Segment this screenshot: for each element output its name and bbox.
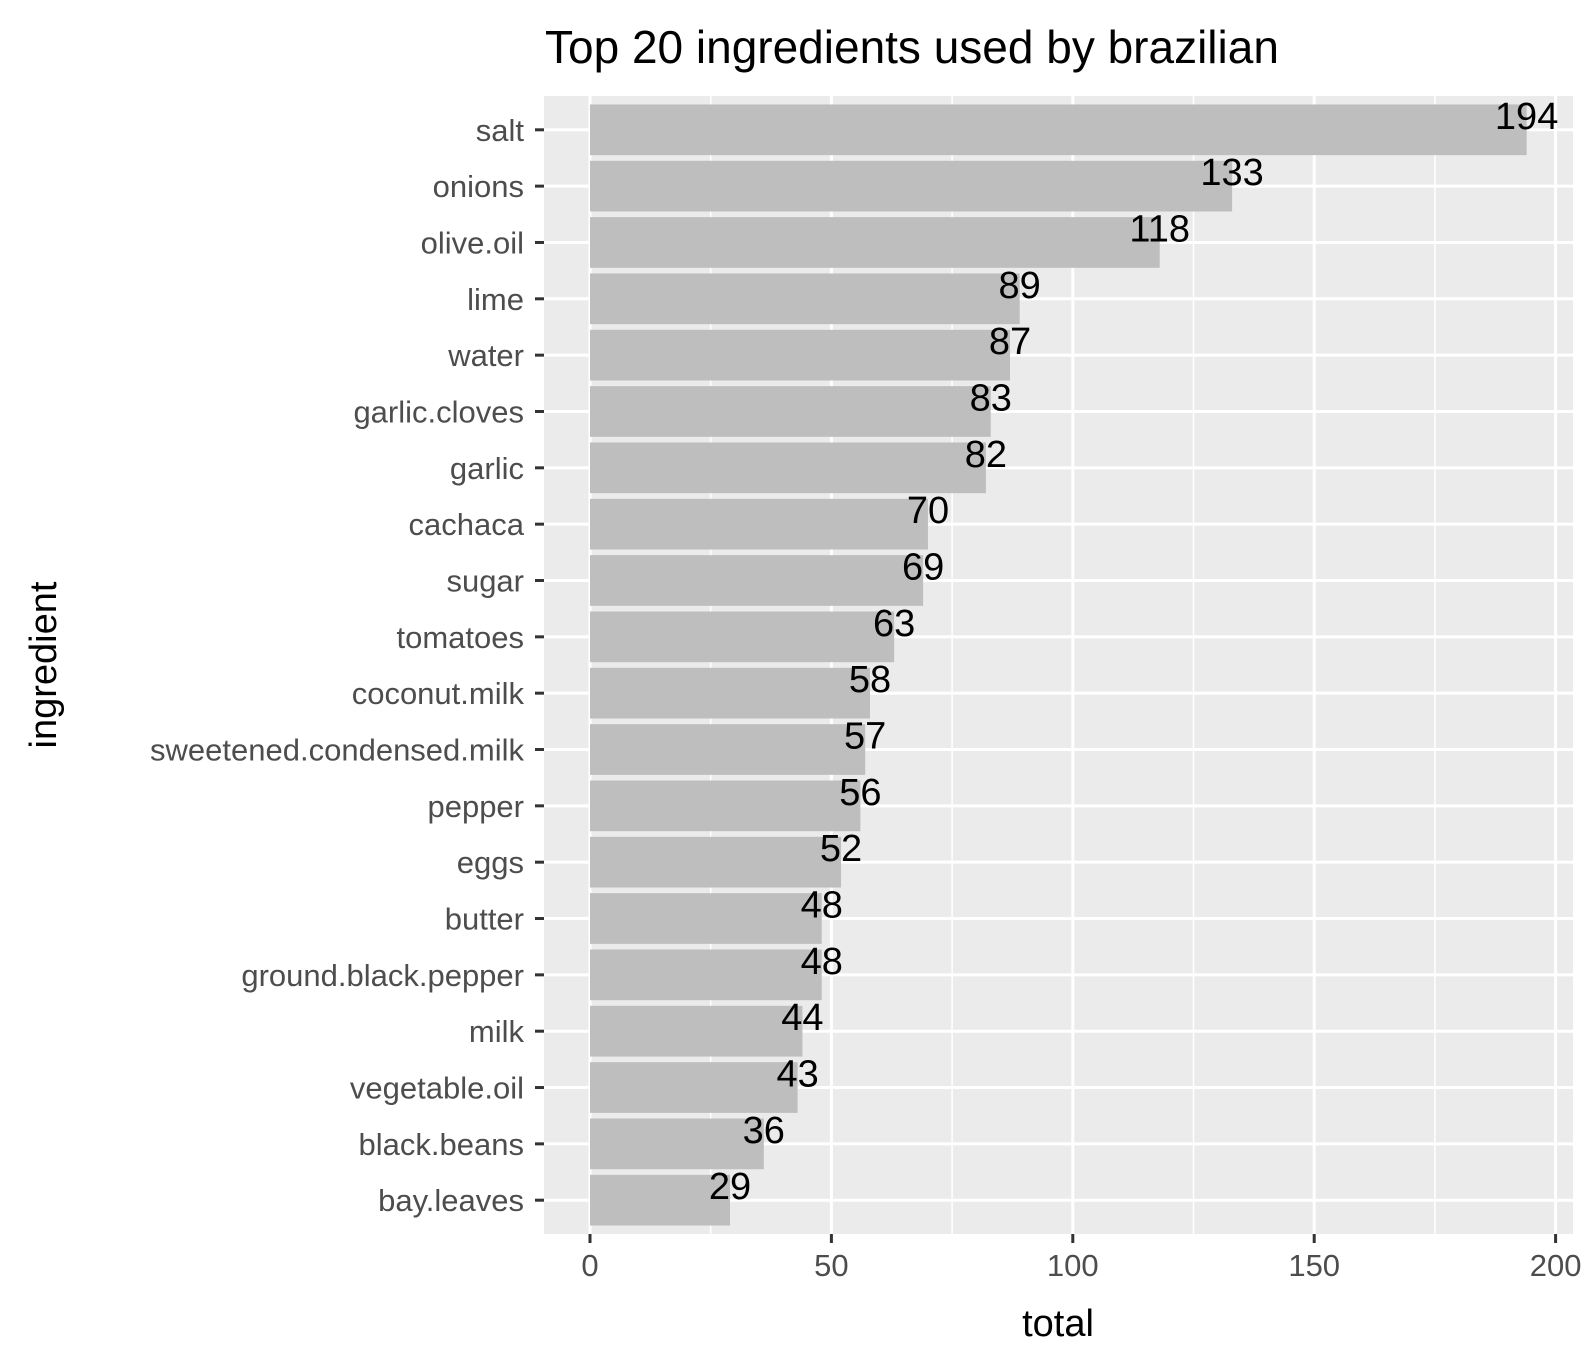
bar-water (590, 329, 1011, 381)
y-axis-title: ingredient (23, 581, 65, 748)
x-axis-title: total (1022, 1303, 1094, 1345)
y-tick-label: sweetened.condensed.milk (150, 733, 524, 768)
bar-vegetable.oil (590, 1062, 798, 1113)
y-tick-label: cachaca (409, 507, 525, 542)
bar-black.beans (590, 1118, 764, 1170)
bar-sugar (590, 555, 924, 606)
bar-ground.black.pepper (590, 949, 822, 1001)
bars (590, 104, 1527, 1226)
y-tick-label: garlic (450, 451, 524, 486)
y-axis: salt onions olive.oil lime water garlic.clove… (150, 113, 544, 1218)
x-axis: 0 50 100 150 200 (581, 1234, 1581, 1283)
bar-coconut.milk (590, 667, 871, 719)
bar-lime (590, 273, 1020, 325)
y-tick-label: vegetable.oil (350, 1071, 524, 1106)
y-tick-label: butter (445, 902, 524, 937)
y-tick-label: eggs (457, 845, 524, 880)
y-tick-label: salt (476, 113, 525, 148)
y-tick-label: onions (433, 169, 524, 204)
data-label: 29 (709, 1166, 751, 1208)
data-label: 89 (999, 265, 1041, 307)
bar-milk (590, 1005, 803, 1057)
data-label: 82 (965, 434, 1007, 476)
x-tick-label: 0 (581, 1248, 598, 1283)
y-tick-label: black.beans (359, 1127, 524, 1162)
data-label: 48 (801, 885, 843, 927)
data-label: 133 (1200, 152, 1263, 194)
chart-title: Top 20 ingredients used by brazilian (545, 21, 1279, 73)
y-tick-label: water (447, 338, 524, 373)
x-tick-label: 50 (814, 1248, 848, 1283)
data-label: 58 (849, 659, 891, 701)
bar-bay.leaves (590, 1174, 731, 1226)
data-label: 52 (820, 828, 862, 870)
data-label: 48 (801, 941, 843, 983)
data-label: 194 (1495, 96, 1558, 138)
data-label: 36 (743, 1110, 785, 1152)
data-label: 63 (873, 603, 915, 645)
y-tick-label: garlic.cloves (353, 394, 524, 429)
bar-cachaca (590, 498, 928, 550)
data-label: 83 (970, 377, 1012, 419)
data-label: 118 (1129, 208, 1190, 250)
data-label: 70 (907, 490, 949, 532)
bar-garlic (590, 442, 986, 494)
data-label: 87 (989, 321, 1031, 363)
data-label: 43 (776, 1054, 818, 1096)
data-label: 44 (781, 997, 823, 1039)
x-tick-label: 150 (1288, 1248, 1340, 1283)
y-tick-label: coconut.milk (352, 676, 525, 711)
bar-butter (590, 893, 822, 944)
bar-onions (590, 160, 1233, 212)
y-tick-label: milk (469, 1014, 525, 1049)
bar-pepper (590, 780, 861, 832)
y-tick-label: tomatoes (396, 620, 524, 655)
data-label: 69 (902, 546, 944, 588)
y-tick-label: bay.leaves (378, 1183, 524, 1218)
y-tick-label: ground.black.pepper (241, 958, 524, 993)
x-tick-label: 200 (1530, 1248, 1582, 1283)
bar-olive.oil (590, 217, 1160, 268)
data-label: 57 (844, 716, 886, 758)
y-tick-label: olive.oil (421, 225, 524, 260)
bar-eggs (590, 836, 842, 888)
bar-garlic.cloves (590, 386, 991, 437)
bar-sweetened.condensed.milk (590, 724, 866, 775)
bar-salt (590, 104, 1527, 156)
y-tick-label: lime (467, 282, 524, 317)
y-tick-label: pepper (427, 789, 524, 824)
bar-tomatoes (590, 611, 895, 663)
x-tick-label: 100 (1047, 1248, 1099, 1283)
data-label: 56 (839, 772, 881, 814)
y-tick-label: sugar (446, 563, 524, 598)
